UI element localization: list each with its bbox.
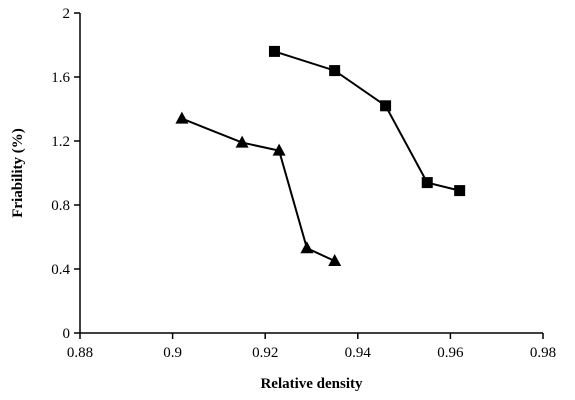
triangle-marker [235,135,249,148]
series-line [181,117,336,262]
y-tick-label: 0.4 [51,262,70,278]
series-2 [175,111,342,266]
series-line [274,50,460,192]
series-1 [268,45,466,197]
square-marker [421,177,433,189]
triangle-marker [272,143,286,156]
square-marker [329,65,341,77]
x-axis-title: Relative density [260,376,363,392]
y-axis-title: Friability (%) [10,128,26,218]
y-tick-label: 0.8 [51,198,70,214]
axes [79,13,543,334]
y-tick-label: 0 [63,326,71,342]
triangle-marker [300,241,314,254]
x-tick-label: 0.92 [252,345,278,361]
x-ticks: 0.88 0.9 0.92 0.94 0.96 0.98 [67,333,556,361]
x-tick-label: 0.94 [345,345,372,361]
x-tick-label: 0.98 [530,345,556,361]
y-tick-label: 1.2 [51,134,70,150]
y-ticks: 0 0.4 0.8 1.2 1.6 2 [51,6,80,342]
x-tick-label: 0.9 [163,345,182,361]
x-tick-label: 0.96 [437,345,464,361]
series-layer [175,45,466,266]
square-marker [454,185,466,197]
y-tick-label: 1.6 [51,70,70,86]
triangle-marker [175,111,189,124]
square-marker [380,100,392,112]
y-tick-label: 2 [63,6,71,22]
x-tick-label: 0.88 [67,345,93,361]
square-marker [268,45,280,57]
triangle-marker [328,254,342,266]
